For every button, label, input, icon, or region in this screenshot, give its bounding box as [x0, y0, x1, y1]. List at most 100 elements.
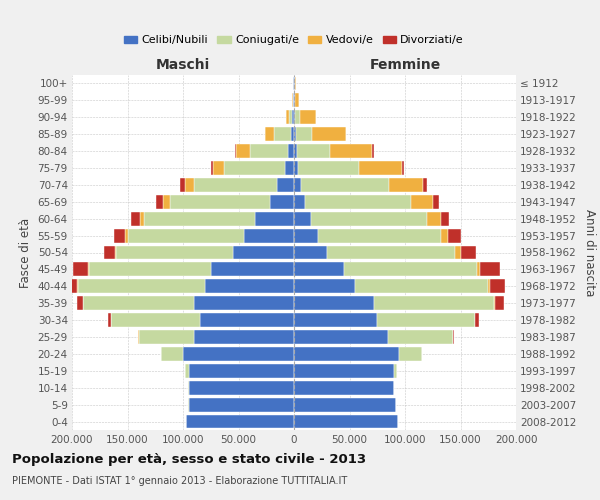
Bar: [185, 364, 188, 378]
Bar: [290, 127, 294, 141]
Text: Popolazione per età, sesso e stato civile - 2013: Popolazione per età, sesso e stato civil…: [12, 452, 366, 466]
Bar: [481, 262, 500, 276]
Bar: [427, 212, 440, 226]
Text: PIEMONTE - Dati ISTAT 1° gennaio 2013 - Elaborazione TUTTITALIA.IT: PIEMONTE - Dati ISTAT 1° gennaio 2013 - …: [12, 476, 347, 486]
Bar: [213, 161, 224, 175]
Bar: [490, 280, 505, 293]
Bar: [295, 110, 299, 124]
Bar: [77, 296, 83, 310]
Bar: [400, 347, 422, 361]
Bar: [269, 195, 294, 208]
Bar: [374, 296, 494, 310]
Bar: [297, 144, 330, 158]
Bar: [401, 161, 404, 175]
Bar: [185, 178, 194, 192]
Bar: [277, 178, 294, 192]
Bar: [355, 280, 488, 293]
Bar: [233, 246, 294, 260]
Bar: [286, 110, 289, 124]
Bar: [289, 110, 292, 124]
Bar: [377, 313, 475, 327]
Bar: [389, 178, 423, 192]
Bar: [66, 280, 77, 293]
Bar: [344, 262, 477, 276]
Bar: [128, 228, 244, 242]
Bar: [188, 364, 294, 378]
Bar: [292, 110, 294, 124]
Bar: [294, 296, 374, 310]
Bar: [394, 364, 397, 378]
Bar: [294, 313, 377, 327]
Bar: [73, 262, 88, 276]
Bar: [305, 195, 410, 208]
Bar: [294, 127, 296, 141]
Bar: [319, 228, 440, 242]
Bar: [125, 228, 128, 242]
Bar: [109, 313, 110, 327]
Bar: [294, 414, 398, 428]
Bar: [294, 212, 311, 226]
Bar: [294, 144, 297, 158]
Bar: [388, 330, 453, 344]
Bar: [224, 161, 285, 175]
Bar: [294, 330, 388, 344]
Bar: [194, 330, 294, 344]
Text: Femmine: Femmine: [370, 58, 440, 72]
Bar: [187, 414, 294, 428]
Bar: [77, 280, 205, 293]
Bar: [294, 381, 394, 394]
Bar: [115, 246, 116, 260]
Bar: [294, 398, 396, 411]
Bar: [296, 127, 313, 141]
Bar: [144, 212, 255, 226]
Bar: [440, 228, 448, 242]
Y-axis label: Fasce di età: Fasce di età: [19, 218, 32, 288]
Bar: [453, 330, 454, 344]
Bar: [410, 195, 433, 208]
Bar: [488, 280, 490, 293]
Bar: [211, 161, 213, 175]
Bar: [265, 127, 274, 141]
Y-axis label: Anni di nascita: Anni di nascita: [583, 209, 596, 296]
Bar: [294, 347, 400, 361]
Bar: [359, 161, 401, 175]
Bar: [235, 144, 236, 158]
Bar: [455, 246, 461, 260]
Bar: [200, 313, 294, 327]
Bar: [294, 110, 295, 124]
Bar: [89, 262, 211, 276]
Bar: [194, 178, 277, 192]
Bar: [139, 330, 194, 344]
Bar: [274, 127, 290, 141]
Bar: [88, 262, 89, 276]
Bar: [313, 127, 346, 141]
Bar: [111, 313, 200, 327]
Bar: [157, 195, 163, 208]
Bar: [328, 246, 455, 260]
Bar: [311, 212, 427, 226]
Bar: [298, 161, 359, 175]
Bar: [161, 347, 183, 361]
Bar: [289, 144, 294, 158]
Bar: [294, 364, 394, 378]
Bar: [104, 246, 115, 260]
Bar: [295, 76, 296, 90]
Bar: [372, 144, 374, 158]
Bar: [211, 262, 294, 276]
Bar: [299, 110, 316, 124]
Bar: [163, 195, 170, 208]
Bar: [423, 178, 427, 192]
Bar: [205, 280, 294, 293]
Bar: [236, 144, 250, 158]
Bar: [131, 212, 140, 226]
Bar: [448, 228, 461, 242]
Bar: [188, 398, 294, 411]
Bar: [255, 212, 294, 226]
Bar: [301, 178, 389, 192]
Bar: [294, 280, 355, 293]
Bar: [188, 381, 294, 394]
Bar: [250, 144, 289, 158]
Bar: [293, 94, 294, 108]
Bar: [194, 296, 294, 310]
Bar: [294, 228, 319, 242]
